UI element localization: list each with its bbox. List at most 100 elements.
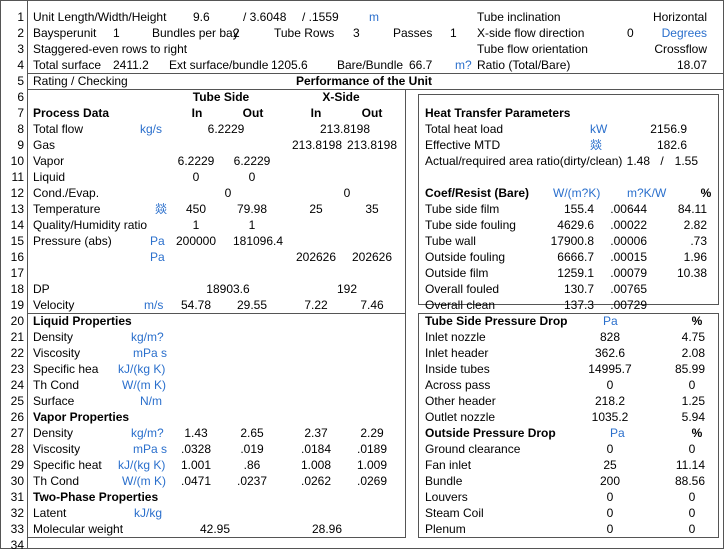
cell-text: 1 bbox=[113, 26, 120, 40]
cell-text: 1.43 bbox=[184, 426, 208, 440]
cell-text: Temperature bbox=[33, 202, 101, 216]
cell-text: Cond./Evap. bbox=[33, 186, 100, 200]
cell-text: 213.8198 bbox=[291, 138, 343, 152]
cell-text: .0269 bbox=[356, 474, 388, 488]
cell-text: .0237 bbox=[236, 474, 268, 488]
cell-text: Actual/required area ratio(dirty/clean) bbox=[425, 154, 623, 168]
cell-text: 192 bbox=[336, 282, 358, 296]
cell-text: m? bbox=[455, 58, 472, 72]
cell-text: Specific hea bbox=[33, 362, 99, 376]
cell-text: 9.6 bbox=[193, 10, 210, 24]
cell-text: Plenum bbox=[425, 522, 466, 536]
cell-text: Viscosity bbox=[33, 346, 81, 360]
cell-text: 218.2 bbox=[594, 394, 626, 408]
cell-text: Outside fouling bbox=[425, 250, 506, 264]
cell-text: .0328 bbox=[180, 442, 212, 456]
section-label: Performance of the Unit bbox=[295, 74, 433, 88]
cell-text: Unit Length/Width/Height bbox=[33, 10, 167, 24]
cell-text: Effective MTD bbox=[425, 138, 501, 152]
cell-text: Rating / Checking bbox=[33, 74, 128, 88]
row-number: 16 bbox=[10, 250, 24, 264]
cell-text: kg/s bbox=[140, 122, 163, 136]
row-number: 25 bbox=[10, 394, 24, 408]
row-number: 13 bbox=[10, 202, 24, 216]
cell-text: 0 bbox=[688, 490, 696, 504]
section-label: Tube Side bbox=[192, 90, 250, 104]
cell-text: 84.11 bbox=[677, 202, 707, 216]
cell-text: 0 bbox=[688, 522, 696, 536]
cell-text: Tube wall bbox=[425, 234, 476, 248]
cell-text: W/(m K) bbox=[122, 378, 166, 392]
cell-text: Th Cond bbox=[33, 474, 80, 488]
row-number: 19 bbox=[10, 298, 24, 312]
cell-text: Tube inclination bbox=[477, 10, 561, 24]
cell-text: Quality/Humidity ratio bbox=[33, 218, 148, 232]
cell-text: 362.6 bbox=[594, 346, 626, 360]
row-number: 30 bbox=[10, 474, 24, 488]
cell-text: DP bbox=[33, 282, 50, 296]
row-number: 27 bbox=[10, 426, 24, 440]
cell-text: 11.14 bbox=[675, 458, 705, 472]
cell-text: / .1559 bbox=[302, 10, 339, 24]
cell-text: Gas bbox=[33, 138, 56, 152]
cell-text: 0 bbox=[192, 170, 200, 184]
cell-text: 25 bbox=[603, 458, 617, 472]
cell-text: 1.55 bbox=[674, 154, 698, 168]
cell-text: Pa bbox=[150, 250, 165, 264]
cell-text: 1035.2 bbox=[591, 410, 629, 424]
row-number: 8 bbox=[17, 122, 24, 136]
cell-text: 181096.4 bbox=[232, 234, 284, 248]
cell-text: mPa s bbox=[133, 346, 168, 360]
section-label: % bbox=[700, 186, 712, 200]
row-number: 26 bbox=[10, 410, 24, 424]
cell-text: Tube Rows bbox=[274, 26, 335, 40]
cell-text: Across pass bbox=[425, 378, 491, 392]
cell-text: 25 bbox=[309, 202, 323, 216]
cell-text: Inlet nozzle bbox=[425, 330, 486, 344]
cell-text: 182.6 bbox=[656, 138, 687, 152]
cell-text: 0 bbox=[224, 186, 232, 200]
cell-text: Tube side film bbox=[425, 202, 500, 216]
cell-text: .00015 bbox=[610, 250, 647, 264]
cell-text: Density bbox=[33, 426, 74, 440]
cell-text: 1.001 bbox=[180, 458, 212, 472]
cell-text: Fan inlet bbox=[425, 458, 472, 472]
cell-text: 2 bbox=[233, 26, 240, 40]
cell-text: Overall clean bbox=[425, 298, 496, 312]
cell-text: 2.82 bbox=[683, 218, 707, 232]
cell-text: Latent bbox=[33, 506, 67, 520]
section-label: Heat Transfer Parameters bbox=[425, 106, 571, 120]
row-number: 17 bbox=[10, 266, 24, 280]
cell-text: 450 bbox=[185, 202, 207, 216]
cell-text: 54.78 bbox=[180, 298, 212, 312]
cell-text: Inside tubes bbox=[425, 362, 490, 376]
row-number: 18 bbox=[10, 282, 24, 296]
cell-text: Surface bbox=[33, 394, 75, 408]
cell-text: Outside film bbox=[425, 266, 489, 280]
cell-text: 828 bbox=[599, 330, 621, 344]
cell-text: 1 bbox=[192, 218, 200, 232]
cell-text: 14995.7 bbox=[588, 362, 632, 376]
cell-text: / 3.6048 bbox=[243, 10, 287, 24]
cell-text: m/s bbox=[144, 298, 164, 312]
cell-text: Passes bbox=[393, 26, 433, 40]
cell-text: 燚 bbox=[155, 202, 168, 216]
section-label: In bbox=[191, 106, 203, 120]
section-label: % bbox=[691, 314, 703, 328]
cell-text: 213.8198 bbox=[346, 138, 398, 152]
cell-text: 0 bbox=[606, 442, 614, 456]
cell-text: N/m bbox=[140, 394, 162, 408]
cell-text: 燚 bbox=[590, 138, 603, 152]
cell-text: Tube flow orientation bbox=[477, 42, 588, 56]
cell-text: kg/m? bbox=[131, 426, 164, 440]
cell-text: 79.98 bbox=[236, 202, 268, 216]
cell-text: 42.95 bbox=[199, 522, 231, 536]
cell-text: 130.7 bbox=[563, 282, 594, 296]
cell-text: 3 bbox=[353, 26, 360, 40]
cell-text: 1.008 bbox=[300, 458, 332, 472]
cell-text: X-side flow direction bbox=[477, 26, 585, 40]
row-number: 24 bbox=[10, 378, 24, 392]
cell-text: kW bbox=[590, 122, 608, 136]
cell-text: Total surface bbox=[33, 58, 102, 72]
cell-text: 202626 bbox=[351, 250, 393, 264]
